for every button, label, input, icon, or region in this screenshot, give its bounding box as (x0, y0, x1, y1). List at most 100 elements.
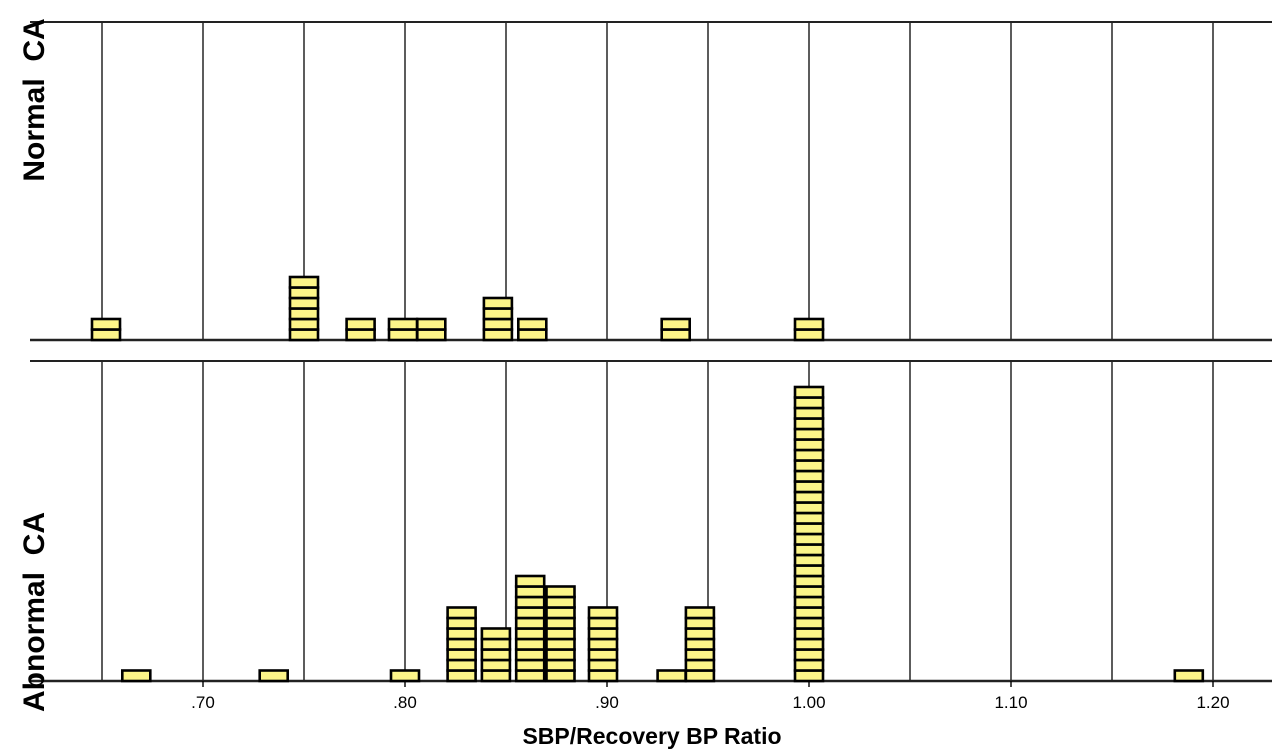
data-marker (793, 532, 825, 546)
data-marker (288, 296, 320, 310)
data-marker (415, 317, 447, 331)
data-marker (793, 648, 825, 662)
data-marker (793, 459, 825, 473)
data-marker (288, 307, 320, 321)
x-tick-label: 1.10 (994, 693, 1027, 712)
data-marker (545, 627, 576, 641)
data-marker (793, 669, 825, 683)
data-marker (587, 648, 619, 662)
data-marker (121, 669, 152, 683)
data-marker (793, 511, 825, 525)
data-marker (587, 658, 619, 672)
data-marker (684, 616, 716, 630)
data-marker (480, 658, 512, 672)
x-tick-label: .70 (191, 693, 215, 712)
data-marker (587, 669, 619, 683)
x-tick-label: .80 (393, 693, 417, 712)
data-marker (587, 606, 619, 620)
data-marker (288, 317, 320, 331)
data-marker (793, 595, 825, 609)
data-marker (656, 669, 687, 683)
data-markers (90, 275, 1205, 683)
data-marker (446, 648, 477, 662)
data-marker (387, 317, 419, 331)
data-marker (793, 328, 825, 342)
panel-title-abnormal: Abnormal CA (18, 512, 51, 712)
data-marker (446, 616, 477, 630)
panel-frames (30, 21, 1272, 683)
x-axis-label: SBP/Recovery BP Ratio (522, 723, 781, 749)
data-marker (545, 669, 576, 683)
data-marker (514, 585, 546, 599)
data-marker (587, 637, 619, 651)
data-marker (516, 317, 548, 331)
data-marker (793, 417, 825, 431)
gridlines (101, 22, 1214, 681)
data-marker (793, 637, 825, 651)
data-marker (545, 616, 576, 630)
data-marker (288, 275, 320, 289)
data-marker (793, 438, 825, 452)
data-marker (516, 328, 548, 342)
data-marker (387, 328, 419, 342)
data-marker (793, 490, 825, 504)
data-marker (793, 522, 825, 536)
x-axis-ticks: .70 .80 .90 1.00 1.10 1.20 (191, 681, 1230, 712)
data-marker (482, 317, 514, 331)
data-marker (514, 606, 546, 620)
data-marker (482, 296, 514, 310)
data-marker (587, 616, 619, 630)
data-marker (793, 406, 825, 420)
data-marker (446, 658, 477, 672)
data-marker (684, 669, 716, 683)
x-tick-label: 1.00 (792, 693, 825, 712)
data-marker (793, 574, 825, 588)
data-marker (793, 469, 825, 483)
data-marker (793, 543, 825, 557)
data-marker (793, 564, 825, 578)
data-marker (446, 669, 477, 683)
data-marker (514, 627, 546, 641)
data-marker (684, 606, 716, 620)
data-marker (793, 585, 825, 599)
data-marker (90, 317, 122, 331)
data-marker (793, 317, 825, 331)
data-marker (480, 627, 512, 641)
data-marker (345, 328, 376, 342)
data-marker (480, 637, 512, 651)
data-marker (446, 627, 477, 641)
data-marker (480, 648, 512, 662)
data-marker (514, 658, 546, 672)
data-marker (514, 616, 546, 630)
data-marker (345, 317, 376, 331)
data-marker (545, 606, 576, 620)
data-marker (514, 574, 546, 588)
data-marker (389, 669, 421, 683)
data-marker (545, 637, 576, 651)
data-marker (684, 627, 716, 641)
data-marker (793, 553, 825, 567)
data-marker (545, 585, 576, 599)
data-marker (793, 396, 825, 410)
data-marker (684, 648, 716, 662)
data-marker (684, 658, 716, 672)
data-marker (1173, 669, 1205, 683)
data-marker (660, 317, 692, 331)
data-marker (793, 616, 825, 630)
data-marker (793, 606, 825, 620)
data-marker (258, 669, 290, 683)
data-marker (793, 658, 825, 672)
data-marker (480, 669, 512, 683)
data-marker (288, 286, 320, 300)
data-marker (514, 637, 546, 651)
data-marker (793, 480, 825, 494)
data-marker (793, 385, 825, 399)
data-marker (793, 627, 825, 641)
data-marker (545, 595, 576, 609)
x-tick-label: .90 (595, 693, 619, 712)
data-marker (793, 427, 825, 441)
data-marker (545, 648, 576, 662)
data-marker (545, 658, 576, 672)
data-marker (482, 328, 514, 342)
